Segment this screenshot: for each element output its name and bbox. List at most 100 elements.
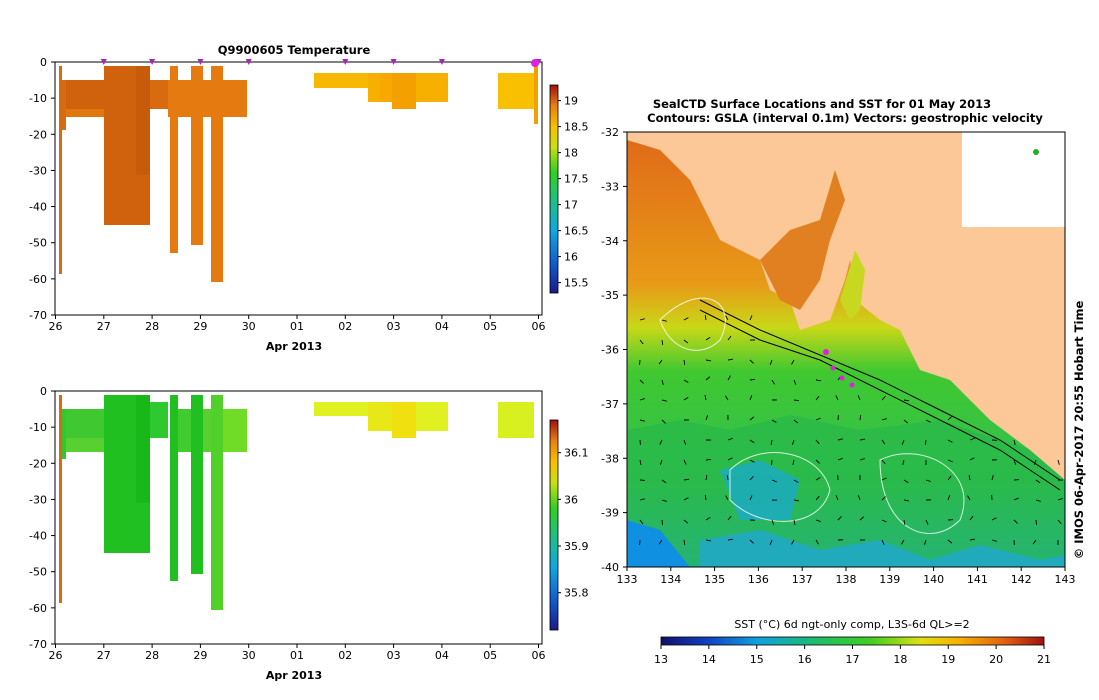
velocity-vector bbox=[902, 459, 905, 465]
velocity-vector bbox=[815, 395, 820, 401]
x-tick-label: 05 bbox=[483, 320, 497, 333]
sal-profile-bar bbox=[178, 409, 191, 452]
velocity-vector bbox=[705, 459, 712, 461]
colorbar-tick-label: 16 bbox=[564, 251, 578, 264]
y-tick-label: -30 bbox=[29, 493, 47, 506]
lon-tick-label: 139 bbox=[879, 573, 900, 586]
velocity-vector bbox=[815, 495, 820, 501]
x-tick-label: 04 bbox=[435, 649, 449, 662]
velocity-vector bbox=[639, 498, 645, 501]
velocity-vector bbox=[881, 396, 886, 401]
x-tick-label: 28 bbox=[145, 320, 159, 333]
velocity-vector bbox=[749, 395, 753, 401]
temp-profile-bar bbox=[191, 66, 203, 245]
temp-profile-bar bbox=[416, 73, 448, 102]
temp-profile-bar bbox=[380, 73, 392, 102]
velocity-vector bbox=[749, 315, 753, 321]
temperature-panel: Q9900605 Temperature 0 -10 -20 bbox=[29, 43, 588, 353]
velocity-vector bbox=[661, 479, 667, 484]
velocity-vector bbox=[947, 475, 952, 481]
lat-tick-label: -36 bbox=[601, 344, 619, 357]
ocean-green-zone bbox=[627, 415, 1065, 567]
colorbar-tick-label: 19 bbox=[564, 95, 578, 108]
velocity-vector bbox=[639, 519, 644, 525]
sst-colorbar-tick-label: 19 bbox=[941, 653, 955, 666]
x-tick-label: 06 bbox=[532, 649, 546, 662]
lon-tick-label: 137 bbox=[792, 573, 813, 586]
colorbar-tick-label: 17.5 bbox=[564, 173, 589, 186]
sal-profile-bar bbox=[314, 402, 368, 416]
lon-tick-label: 143 bbox=[1055, 573, 1076, 586]
velocity-vector bbox=[683, 539, 686, 546]
velocity-vector bbox=[968, 475, 971, 481]
sal-profile-bar bbox=[66, 409, 104, 438]
sal-profile-bar bbox=[223, 409, 247, 452]
velocity-vector bbox=[969, 515, 974, 521]
no-data-area bbox=[962, 132, 1065, 227]
velocity-vector bbox=[837, 438, 843, 441]
map-latitude-axis: -32 -33 -34 -35 -36 -37 -38 -39 -40 bbox=[601, 126, 627, 574]
ocean-eddy bbox=[720, 460, 800, 520]
velocity-vector bbox=[1035, 519, 1037, 526]
velocity-vector bbox=[1035, 479, 1041, 484]
velocity-vector bbox=[727, 335, 732, 341]
x-tick-label: 01 bbox=[290, 320, 304, 333]
velocity-vector bbox=[881, 496, 886, 501]
y-tick-label: -10 bbox=[29, 92, 47, 105]
y-tick-label: -10 bbox=[29, 421, 47, 434]
velocity-vector bbox=[705, 415, 709, 421]
velocity-vector bbox=[903, 479, 909, 483]
seal-location bbox=[839, 375, 845, 381]
velocity-vector bbox=[683, 439, 687, 445]
velocity-vector bbox=[769, 539, 773, 545]
velocity-vector bbox=[661, 339, 664, 346]
velocity-vector bbox=[881, 477, 887, 481]
velocity-vector bbox=[683, 519, 689, 524]
spencer-gulf bbox=[760, 170, 845, 310]
velocity-vector bbox=[749, 378, 756, 381]
velocity-vector bbox=[859, 516, 865, 521]
velocity-vector bbox=[683, 317, 689, 321]
velocity-vector bbox=[705, 475, 708, 481]
temp-profile-bar bbox=[170, 66, 178, 253]
y-tick-label: -50 bbox=[29, 566, 47, 579]
profile-marker bbox=[390, 59, 397, 65]
velocity-vector bbox=[991, 475, 994, 481]
x-tick-label: 27 bbox=[97, 320, 111, 333]
velocity-vector bbox=[749, 439, 755, 444]
temp-profile-bar bbox=[136, 66, 150, 175]
y-tick-label: -50 bbox=[29, 237, 47, 250]
temperature-title: Q9900605 Temperature bbox=[218, 43, 371, 57]
velocity-vector bbox=[771, 379, 775, 385]
velocity-vector bbox=[749, 495, 753, 501]
profile-marker bbox=[100, 59, 107, 65]
velocity-vector bbox=[749, 476, 754, 481]
sal-profile-bar bbox=[368, 402, 392, 431]
velocity-vector bbox=[924, 439, 927, 446]
x-tick-label: 03 bbox=[387, 649, 401, 662]
colorbar-tick-label: 17 bbox=[564, 199, 578, 212]
velocity-vector bbox=[815, 459, 820, 464]
velocity-vector bbox=[683, 359, 686, 366]
map-title-line2: Contours: GSLA (interval 0.1m) Vectors: … bbox=[647, 111, 1043, 125]
sst-colorbar-tick-label: 20 bbox=[989, 653, 1003, 666]
temp-profile-bar bbox=[62, 80, 66, 130]
y-tick-label: 0 bbox=[40, 56, 47, 69]
x-tick-label: 29 bbox=[193, 320, 207, 333]
velocity-vector bbox=[683, 497, 689, 501]
velocity-vector bbox=[1057, 459, 1060, 465]
temp-profile-bar bbox=[66, 80, 104, 109]
sst-colorbar-tick-label: 21 bbox=[1037, 653, 1051, 666]
velocity-vector bbox=[881, 519, 887, 523]
sal-profile-bar bbox=[392, 402, 416, 438]
velocity-vector bbox=[835, 395, 839, 401]
lon-tick-label: 136 bbox=[748, 573, 769, 586]
seal-location bbox=[830, 365, 836, 371]
sst-colorbar-tick-label: 16 bbox=[798, 653, 812, 666]
seal-location bbox=[823, 349, 829, 355]
temp-profile-bar bbox=[223, 80, 247, 117]
velocity-vector bbox=[969, 538, 975, 541]
temp-profile-bar bbox=[150, 80, 168, 109]
sal-profile-bar bbox=[66, 438, 104, 452]
